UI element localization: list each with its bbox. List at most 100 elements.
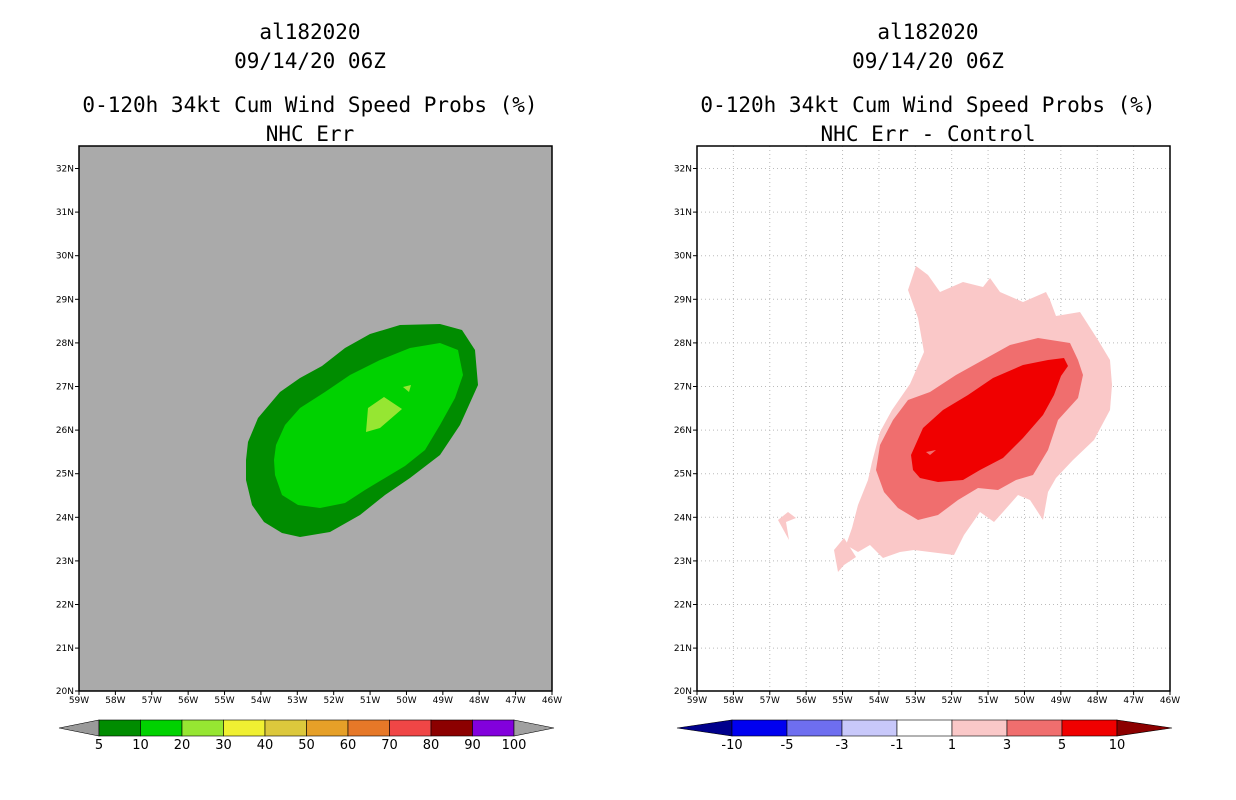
lat-tick-label: 21N — [674, 644, 692, 654]
colorbar-box — [389, 719, 432, 737]
lon-tick-label: 54W — [251, 696, 271, 706]
lat-tick-label: 21N — [56, 644, 74, 654]
lon-tick-label: 51W — [360, 696, 380, 706]
lat-tick-label: 26N — [56, 426, 74, 436]
left-contour-20-30 — [366, 397, 402, 432]
colorbar-box — [140, 719, 183, 737]
right-contour-1-3-isle-b — [834, 538, 856, 572]
colorbar-box — [472, 719, 515, 737]
lat-tick-label: 23N — [674, 557, 692, 567]
lon-tick-label: 59W — [69, 696, 89, 706]
left-colorbar: 5 10 20 30 40 50 60 70 80 90 100 — [58, 719, 555, 753]
colorbar-label: 5 — [1058, 738, 1066, 753]
lat-tick-label: 27N — [674, 383, 692, 393]
left-product-title: 0-120h 34kt Cum Wind Speed Probs (%) — [82, 93, 538, 117]
lat-tick-label: 26N — [674, 426, 692, 436]
colorbar-box — [306, 719, 349, 737]
colorbar-box — [896, 719, 953, 737]
lat-tick-label: 29N — [56, 295, 74, 305]
lon-tick-label: 57W — [142, 696, 162, 706]
lat-tick-label: 30N — [674, 252, 692, 262]
colorbar-label: 3 — [1003, 738, 1011, 753]
right-storm-id: al182020 — [877, 20, 979, 44]
lat-tick-label: 29N — [674, 295, 692, 305]
colorbar-over-triangle — [513, 719, 555, 737]
lon-tick-label: 49W — [1051, 696, 1071, 706]
lat-tick-label: 32N — [674, 165, 692, 175]
colorbar-under-triangle — [676, 719, 733, 737]
lon-tick-label: 55W — [832, 696, 852, 706]
lon-tick-label: 48W — [1087, 696, 1107, 706]
colorbar-box — [264, 719, 307, 737]
lon-tick-label: 47W — [1123, 696, 1143, 706]
lon-tick-label: 58W — [723, 696, 743, 706]
left-subtitle: NHC Err — [265, 122, 355, 146]
right-contour-5-10-notch — [926, 450, 936, 455]
lon-tick-label: 57W — [760, 696, 780, 706]
lat-tick-label: 27N — [56, 383, 74, 393]
right-lat-axis: 32N 31N 30N 29N 28N 27N 26N 25N 24N 23N 22N 21N 20N — [674, 165, 697, 697]
lon-tick-label: 58W — [105, 696, 125, 706]
colorbar-label: -5 — [781, 738, 794, 753]
lon-tick-label: 50W — [396, 696, 416, 706]
right-product-title: 0-120h 34kt Cum Wind Speed Probs (%) — [700, 93, 1156, 117]
lat-tick-label: 24N — [674, 513, 692, 523]
lat-tick-label: 23N — [56, 557, 74, 567]
lat-tick-label: 25N — [56, 470, 74, 480]
colorbar-label: 90 — [464, 738, 481, 753]
colorbar-under-triangle — [58, 719, 100, 737]
lon-tick-label: 52W — [324, 696, 344, 706]
lon-tick-label: 53W — [287, 696, 307, 706]
lat-tick-label: 25N — [674, 470, 692, 480]
colorbar-label: 10 — [132, 738, 149, 753]
right-subtitle: NHC Err - Control — [820, 122, 1036, 146]
right-contour-1-3-isle-a — [778, 512, 796, 540]
colorbar-box — [841, 719, 898, 737]
left-map-frame — [78, 145, 553, 692]
right-contour-5-10 — [911, 358, 1068, 482]
colorbar-box — [98, 719, 141, 737]
right-map-frame — [696, 145, 1171, 692]
lon-tick-label: 51W — [978, 696, 998, 706]
colorbar-label: 100 — [502, 738, 527, 753]
left-contour-20-30-small — [403, 385, 411, 392]
colorbar-box — [786, 719, 843, 737]
colorbar-box — [951, 719, 1008, 737]
colorbar-label: 20 — [174, 738, 191, 753]
left-lon-axis: 59W 58W 57W 56W 55W 54W 53W 52W 51W 50W 49W 48W 47W 4… — [69, 691, 562, 706]
lat-tick-label: 22N — [674, 601, 692, 611]
lat-tick-label: 28N — [674, 339, 692, 349]
lon-tick-label: 47W — [505, 696, 525, 706]
right-datetime: 09/14/20 06Z — [852, 49, 1004, 73]
colorbar-box — [347, 719, 390, 737]
colorbar-label: 40 — [257, 738, 274, 753]
lon-tick-label: 54W — [869, 696, 889, 706]
lon-tick-label: 53W — [905, 696, 925, 706]
colorbar-label: 5 — [95, 738, 103, 753]
colorbar-label: 70 — [381, 738, 398, 753]
colorbar-box — [181, 719, 224, 737]
lat-tick-label: 24N — [56, 513, 74, 523]
lon-tick-label: 56W — [796, 696, 816, 706]
lon-tick-label: 55W — [214, 696, 234, 706]
colorbar-label: 60 — [340, 738, 357, 753]
lat-tick-label: 20N — [674, 687, 692, 697]
right-lon-axis: 59W 58W 57W 56W 55W 54W 53W 52W 51W 50W 49W 48W 47W 4… — [687, 691, 1180, 706]
left-storm-id: al182020 — [259, 20, 361, 44]
lat-tick-label: 30N — [56, 252, 74, 262]
colorbar-box — [1061, 719, 1118, 737]
colorbar-label: -3 — [836, 738, 849, 753]
colorbar-over-triangle — [1116, 719, 1173, 737]
lon-tick-label: 46W — [542, 696, 562, 706]
right-colorbar: -10 -5 -3 -1 1 3 5 10 — [676, 719, 1173, 753]
colorbar-box — [731, 719, 788, 737]
colorbar-label: 30 — [215, 738, 232, 753]
lat-tick-label: 31N — [674, 208, 692, 218]
lon-tick-label: 48W — [469, 696, 489, 706]
colorbar-label: 1 — [948, 738, 956, 753]
lat-tick-label: 20N — [56, 687, 74, 697]
lon-tick-label: 59W — [687, 696, 707, 706]
colorbar-label: 50 — [298, 738, 315, 753]
lat-tick-label: 28N — [56, 339, 74, 349]
lat-tick-label: 22N — [56, 601, 74, 611]
